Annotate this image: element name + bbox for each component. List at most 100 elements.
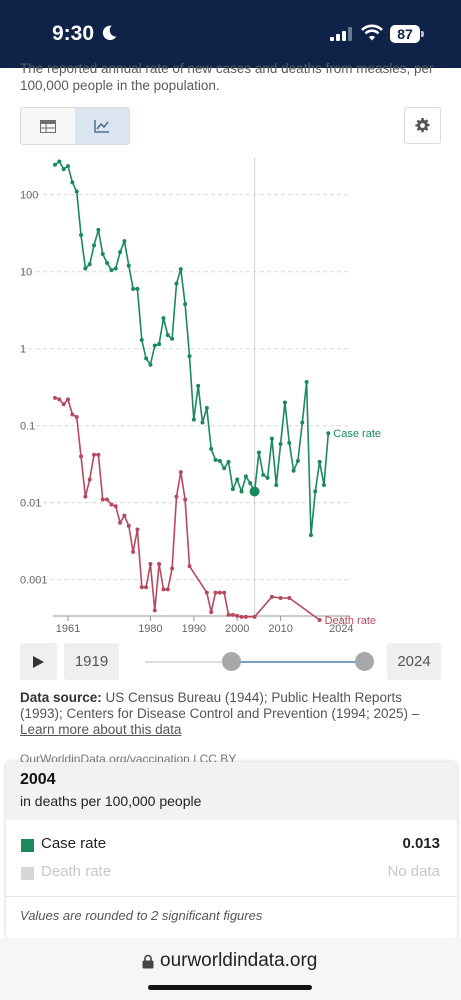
source-label: Data source: — [20, 690, 102, 705]
data-point — [243, 474, 248, 479]
data-point — [308, 533, 313, 538]
tooltip-series-value: No data — [387, 863, 440, 880]
series-line — [54, 397, 321, 621]
data-point — [74, 189, 79, 194]
data-point — [131, 286, 136, 291]
data-point — [96, 227, 101, 232]
y-tick-label: 0.001 — [20, 575, 48, 587]
data-point — [66, 397, 71, 402]
x-tick-label: 2024 — [329, 623, 353, 635]
series-label: Case rate — [333, 428, 381, 440]
data-point — [53, 162, 57, 167]
data-point — [321, 482, 326, 487]
data-point — [139, 337, 144, 342]
data-point — [291, 468, 296, 473]
data-point — [70, 412, 75, 417]
data-point — [204, 405, 209, 410]
play-icon — [33, 655, 44, 668]
x-tick-label: 2010 — [268, 623, 292, 635]
source-text: US Census Bureau (1944); Public Health R… — [20, 690, 420, 721]
tooltip-header: 2004 in deaths per 100,000 people — [6, 762, 457, 820]
data-point — [144, 585, 149, 590]
tooltip-series-name: Death rate — [41, 863, 112, 880]
data-point — [148, 562, 153, 567]
data-point — [122, 239, 127, 244]
x-tick-label: 1980 — [138, 623, 162, 635]
data-point — [204, 590, 209, 595]
data-point — [161, 316, 166, 321]
data-point — [196, 383, 201, 388]
play-button[interactable] — [20, 643, 57, 680]
x-tick-label: 2000 — [225, 623, 249, 635]
data-point — [135, 527, 140, 532]
data-point — [170, 336, 175, 341]
home-indicator — [148, 985, 312, 990]
y-tick-label: 10 — [20, 267, 32, 279]
chart-subtitle: The reported annual rate of new cases an… — [20, 61, 434, 93]
table-icon — [40, 119, 56, 133]
battery-tip — [421, 31, 424, 37]
series-label: Death rate — [325, 615, 376, 627]
gear-icon — [415, 118, 430, 133]
wifi-icon — [361, 24, 383, 41]
data-point — [274, 482, 279, 487]
data-point — [200, 420, 205, 425]
data-point — [235, 613, 240, 618]
chart-view-button[interactable] — [75, 108, 129, 144]
table-view-button[interactable] — [21, 108, 75, 144]
data-point — [287, 440, 292, 445]
data-point — [269, 594, 274, 599]
line-chart: 100 10 1 0.1 0.01 0.001 1961 1980 1990 2000 2010 20… — [20, 158, 381, 635]
data-point — [157, 342, 162, 347]
timeline-start-handle[interactable] — [222, 652, 241, 671]
data-point — [265, 475, 270, 480]
data-point — [187, 564, 192, 569]
series-line — [54, 160, 330, 536]
timeline-end-handle[interactable] — [355, 652, 374, 671]
data-point — [178, 267, 183, 272]
data-point — [256, 450, 261, 455]
browser-url[interactable]: ourworldindata.org — [160, 950, 318, 971]
y-tick-label: 0.1 — [20, 421, 35, 433]
data-point — [113, 504, 118, 509]
data-point — [187, 354, 192, 359]
timeline-start-year[interactable]: 1919 — [64, 643, 119, 680]
data-point — [118, 250, 123, 255]
data-point — [295, 458, 300, 463]
lock-icon — [142, 954, 154, 969]
data-point — [105, 497, 110, 502]
data-point — [148, 362, 153, 367]
learn-more-link[interactable]: Learn more about this data — [20, 722, 182, 737]
data-point — [96, 452, 101, 457]
data-point — [100, 497, 105, 502]
y-tick-label: 1 — [20, 344, 26, 356]
data-point — [226, 612, 231, 617]
data-point — [230, 612, 235, 617]
data-point — [217, 458, 222, 463]
data-point — [313, 489, 318, 494]
settings-button[interactable] — [404, 107, 441, 144]
signal-icon — [330, 27, 352, 41]
data-point — [209, 446, 214, 451]
data-point — [222, 466, 227, 471]
data-point — [178, 470, 183, 475]
data-point — [144, 356, 149, 361]
data-point — [100, 251, 105, 256]
data-point — [300, 420, 305, 425]
data-point — [183, 497, 188, 502]
data-point — [287, 595, 292, 600]
data-point — [282, 400, 287, 405]
timeline-end-year[interactable]: 2024 — [387, 643, 441, 680]
data-point — [83, 266, 88, 271]
tooltip-year: 2004 — [20, 771, 56, 788]
data-point — [161, 587, 166, 592]
tooltip-series-name: Case rate — [41, 835, 107, 852]
data-point — [278, 441, 283, 446]
data-point — [157, 562, 162, 567]
data-point — [213, 457, 218, 462]
data-point — [165, 587, 170, 592]
data-point — [235, 477, 240, 482]
data-point — [70, 180, 75, 185]
tooltip-series-value: 0.013 — [402, 835, 440, 852]
tooltip-unit: in deaths per 100,000 people — [20, 793, 202, 809]
